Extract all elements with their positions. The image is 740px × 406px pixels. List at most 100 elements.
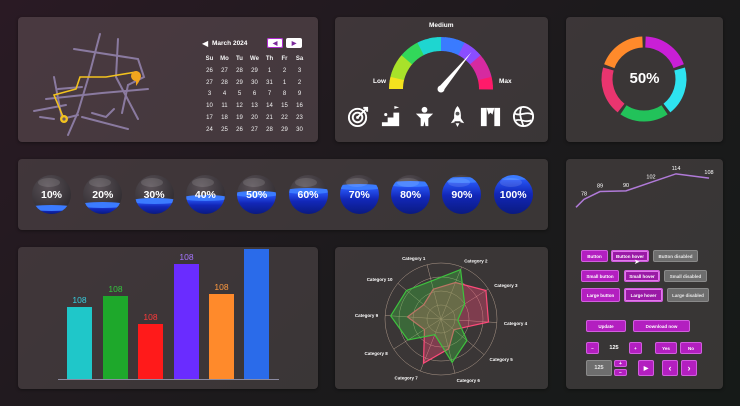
calendar-day[interactable]: 29 — [251, 67, 258, 74]
calendar-prev-button[interactable]: ◀ — [267, 38, 283, 48]
calendar-day[interactable]: 29 — [281, 126, 288, 133]
calendar-day[interactable]: 4 — [222, 91, 227, 98]
calendar-day[interactable]: 8 — [282, 91, 287, 98]
line-chart: 78 89 90 102 114 108 — [575, 166, 714, 208]
calendar-day[interactable]: 30 — [251, 79, 258, 86]
progress-bubble: 40% — [185, 175, 225, 214]
bubble-shine — [191, 178, 214, 187]
radar-category-label: Category 7 — [395, 376, 419, 381]
calendar-day[interactable]: 16 — [296, 103, 303, 110]
gauge-arc-segment — [465, 49, 479, 63]
calendar-day[interactable]: 23 — [296, 114, 303, 121]
controls-panel: 78 89 90 102 114 108 Button Button hover ➤ Bu… — [566, 159, 723, 389]
calendar-day[interactable]: 12 — [236, 103, 243, 110]
donut-value: 50% — [629, 70, 660, 87]
calendar-day[interactable]: 5 — [237, 91, 242, 98]
next-button[interactable]: › — [681, 360, 697, 376]
calendar-day[interactable]: 7 — [267, 91, 272, 98]
calendar-day[interactable]: 10 — [206, 103, 213, 110]
button[interactable]: Button — [581, 250, 608, 262]
calendar-day[interactable]: 28 — [221, 79, 228, 86]
radar-spoke — [385, 315, 442, 320]
progress-bubble-fill — [339, 184, 379, 214]
map-calendar-panel: ◀ March 2024 ◀ ▶ Su Mo Tu We Th Fr Sa 26 27 28 29 1… — [18, 17, 318, 142]
large-hover-button[interactable]: Large hover — [624, 288, 663, 302]
calendar-day[interactable]: 1 — [267, 67, 272, 74]
calendar-day[interactable]: 9 — [297, 91, 302, 98]
calendar-day[interactable]: 2 — [297, 79, 302, 86]
calendar-day[interactable]: 22 — [281, 114, 288, 121]
stepper-plus-button[interactable]: + — [629, 342, 642, 354]
gauge-arc-segment — [398, 54, 413, 67]
calendar-day[interactable]: 17 — [206, 114, 213, 121]
no-button[interactable]: No — [680, 342, 702, 354]
spinbox-up-button[interactable]: + — [614, 360, 627, 367]
line-series — [575, 173, 710, 208]
small-hover-button[interactable]: Small hover — [624, 270, 660, 282]
bar-value-label: 108 — [143, 312, 157, 322]
gauge-arc-segment — [394, 61, 409, 72]
calendar-day[interactable]: 15 — [281, 103, 288, 110]
calendar-day[interactable]: 2 — [282, 67, 287, 74]
play-button[interactable]: ▶ — [638, 360, 654, 376]
bar-value-label: 108 — [179, 252, 193, 262]
large-button[interactable]: Large button — [581, 288, 620, 302]
donut-panel: 50% — [566, 17, 723, 142]
button-hover[interactable]: Button hover — [611, 250, 649, 262]
gauge-arc-segment — [390, 72, 405, 81]
gauge-arc-segment — [458, 42, 469, 57]
calendar-day[interactable]: 28 — [266, 126, 273, 133]
calendar-back-icon[interactable]: ◀ — [202, 38, 209, 48]
progress-bubble: 20% — [83, 175, 123, 214]
calendar-day[interactable]: 28 — [236, 67, 243, 74]
calendar-day[interactable]: 18 — [221, 114, 228, 121]
calendar-day[interactable]: 3 — [297, 67, 302, 74]
spinbox-value[interactable]: 125 — [586, 360, 612, 376]
radar-grid-ring — [412, 290, 470, 348]
calendar-day[interactable]: 24 — [206, 126, 213, 133]
radar-grid-ring — [384, 262, 498, 376]
radar-category-label: Category 10 — [367, 277, 393, 282]
calendar-day[interactable]: 31 — [266, 79, 273, 86]
large-disabled-button: Large disabled — [667, 288, 709, 302]
bubble-shine — [294, 178, 317, 187]
calendar-day[interactable]: 26 — [206, 67, 213, 74]
calendar-day[interactable]: 25 — [221, 126, 228, 133]
mountain-flag-icon — [480, 107, 501, 127]
gauge-arc-segment — [474, 65, 490, 75]
bar — [138, 324, 163, 379]
calendar-day[interactable]: 11 — [221, 103, 228, 110]
calendar-day[interactable]: 13 — [251, 103, 258, 110]
yes-button[interactable]: Yes — [655, 342, 677, 354]
calendar-day[interactable]: 27 — [251, 126, 258, 133]
calendar-day[interactable]: 21 — [266, 114, 273, 121]
calendar-day[interactable]: 30 — [296, 126, 303, 133]
gauge-needle — [438, 52, 472, 91]
download-now-button[interactable]: Download now — [633, 320, 690, 332]
calendar-day[interactable]: 27 — [221, 67, 228, 74]
progress-bubbles-panel: 10% 20% 30% 40% 50% 60% 70% 80% 90% 100% — [18, 159, 548, 230]
prev-button[interactable]: ‹ — [662, 360, 678, 376]
bar — [209, 294, 234, 379]
stairs-icon — [381, 105, 400, 127]
stepper-value[interactable]: 125 — [609, 345, 619, 351]
calendar-day[interactable]: 20 — [251, 114, 258, 121]
stepper-minus-button[interactable]: − — [586, 342, 599, 354]
spinbox-down-button[interactable]: − — [614, 369, 627, 376]
radar-grid-ring — [426, 304, 456, 334]
donut-segment — [663, 67, 687, 113]
small-button[interactable]: Small button — [581, 270, 619, 282]
calendar-day[interactable]: 27 — [206, 79, 213, 86]
calendar-day[interactable]: 26 — [236, 126, 243, 133]
calendar-day[interactable]: 1 — [282, 79, 287, 86]
calendar-day[interactable]: 19 — [236, 114, 243, 121]
calendar-day[interactable]: 29 — [236, 79, 243, 86]
calendar-next-button[interactable]: ▶ — [286, 38, 302, 48]
calendar-grid: Su Mo Tu We Th Fr Sa 26 27 28 29 1 2 3 27 28 29 30 31 1 2 3 4 5… — [202, 54, 314, 137]
calendar-day[interactable]: 6 — [252, 91, 257, 98]
update-button[interactable]: Update — [586, 320, 626, 332]
calendar-day[interactable]: 3 — [207, 91, 212, 98]
map[interactable] — [18, 17, 178, 142]
calendar-day[interactable]: 14 — [266, 103, 273, 110]
gauge-arc-segment — [389, 80, 404, 87]
